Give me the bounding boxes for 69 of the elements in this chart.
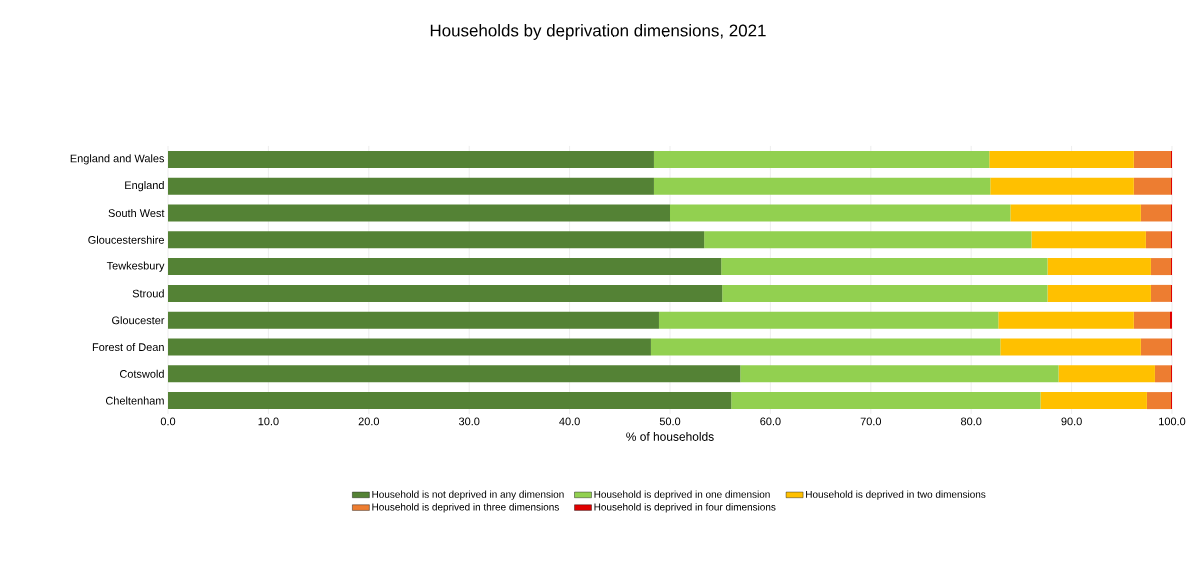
x-tick-label: 50.0 <box>659 417 681 426</box>
x-tick-label: 10.0 <box>258 417 279 426</box>
bar <box>168 338 651 356</box>
bar <box>721 258 1048 276</box>
x-tick-label: 90.0 <box>1061 417 1082 426</box>
bar <box>168 365 741 383</box>
y-tick-label: Forest of Dean <box>92 342 164 351</box>
x-tick-label: 70.0 <box>860 417 882 426</box>
bar <box>1154 365 1171 383</box>
bar <box>670 204 1011 222</box>
bar <box>1010 204 1141 222</box>
bar <box>650 338 1001 356</box>
y-tick-label: England and Wales <box>70 154 165 165</box>
y-tick-label: Gloucestershire <box>88 235 164 244</box>
bar <box>1146 392 1171 410</box>
legend-label: Household is deprived in two dimensions <box>806 490 986 500</box>
bar <box>1031 231 1146 249</box>
bar <box>168 204 670 222</box>
bar <box>168 311 659 329</box>
x-tick-label: 80.0 <box>961 417 982 426</box>
bar <box>1145 231 1171 249</box>
bar <box>990 177 1134 195</box>
y-tick-label: Cheltenham <box>105 396 164 405</box>
bar <box>653 150 990 168</box>
y-tick-label: Tewkesbury <box>106 261 165 272</box>
bar <box>653 177 991 195</box>
bar <box>704 231 1032 249</box>
x-tick-label: 0.0 <box>160 417 176 426</box>
bar <box>1133 177 1171 195</box>
bar <box>1047 258 1151 276</box>
bar <box>1058 365 1155 383</box>
y-tick-label: South West <box>108 208 165 218</box>
x-tick-label: 20.0 <box>358 417 380 426</box>
bar <box>658 311 999 329</box>
legend-label: Household is deprived in four dimensions <box>594 503 776 513</box>
y-tick-label: England <box>125 181 164 192</box>
legend-label: Household is deprived in one dimension <box>594 490 770 500</box>
bar <box>989 150 1134 168</box>
bar <box>1000 338 1141 356</box>
bar <box>1140 338 1171 356</box>
bar <box>1150 284 1171 302</box>
x-axis-title: % of households <box>626 432 714 441</box>
x-tick-label: 60.0 <box>760 417 781 426</box>
bar <box>1169 311 1172 329</box>
bar <box>731 392 1041 410</box>
legend-label: Household is not deprived in any dimension <box>372 490 564 500</box>
bar <box>168 258 722 276</box>
bar <box>1133 311 1170 329</box>
x-tick-label: 100.0 <box>1159 417 1186 426</box>
bar <box>998 311 1134 329</box>
bar <box>168 284 723 302</box>
y-tick-label: Gloucester <box>112 316 165 325</box>
bar <box>168 231 705 249</box>
bar <box>1040 392 1147 410</box>
bar <box>722 284 1048 302</box>
x-tick-label: 30.0 <box>458 417 480 426</box>
bar <box>1047 284 1151 302</box>
y-tick-label: Stroud <box>132 289 164 298</box>
bar <box>1133 150 1171 168</box>
bar <box>1150 258 1171 276</box>
legend-label: Household is deprived in three dimensions <box>372 503 559 513</box>
y-tick-label: Cotswold <box>119 369 164 378</box>
bar <box>1140 204 1171 222</box>
bar <box>168 392 732 410</box>
bar <box>168 177 654 195</box>
bar <box>740 365 1059 383</box>
chart-title: Households by deprivation dimensions, 2021 <box>430 24 766 40</box>
x-tick-label: 40.0 <box>559 417 580 426</box>
bar <box>168 150 654 168</box>
